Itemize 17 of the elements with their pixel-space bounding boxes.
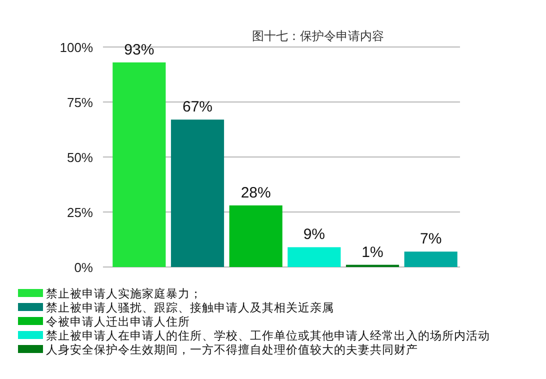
data-label: 93% xyxy=(124,41,154,58)
chart-title: 图十七：保护令申请内容 xyxy=(252,29,384,43)
y-tick-label: 100% xyxy=(60,40,94,55)
y-tick-label: 50% xyxy=(66,150,94,165)
y-tick-label: 75% xyxy=(66,95,94,110)
data-label: 9% xyxy=(303,226,326,244)
y-tick-label: 0% xyxy=(74,260,94,275)
legend-label: 禁止被申请人实施家庭暴力； xyxy=(46,286,202,300)
data-label: 67% xyxy=(182,98,213,116)
legend-label: 禁止被申请人在申请人的住所、学校、工作单位或其他申请人经常出入的场所内活动 xyxy=(46,328,490,342)
y-tick-label: 25% xyxy=(66,205,94,220)
data-label: 28% xyxy=(240,184,271,202)
data-label: 1% xyxy=(362,244,384,261)
legend-label: 人身安全保护令生效期间，一方不得擅自处理价值较大的夫妻共同财产 xyxy=(46,342,418,356)
legend-label: 令被申请人迁出申请人住所 xyxy=(46,314,190,328)
data-label: 7% xyxy=(420,230,442,248)
legend-label: 禁止被申请人骚扰、跟踪、接触申请人及其相关近亲属 xyxy=(46,300,334,314)
